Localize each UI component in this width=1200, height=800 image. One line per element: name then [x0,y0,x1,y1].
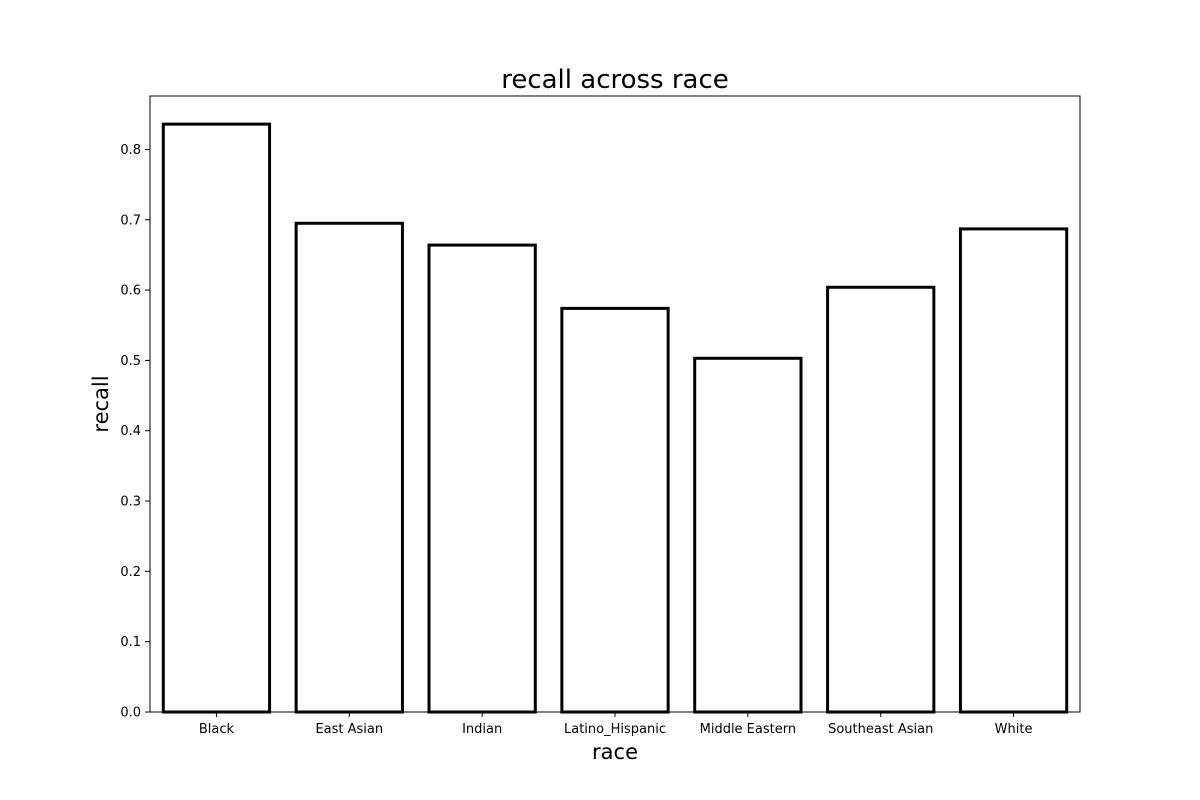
bar-white [958,227,1069,714]
x-axis: Black East Asian Indian Latino_Hispanic Midd… [199,712,1033,737]
bars-group [161,122,1069,714]
x-tick-label: White [995,722,1033,737]
x-tick-label: Black [199,722,235,737]
x-tick-label: Latino_Hispanic [564,722,666,737]
y-tick-label: 0.3 [120,495,141,510]
y-tick-label: 0.1 [120,635,141,650]
y-tick-label: 0.7 [120,213,141,228]
y-tick-label: 0.5 [120,354,141,369]
x-tick-label: East Asian [315,722,383,737]
bar-latino-hispanic [560,306,670,714]
bar-southeast-asian [826,285,936,714]
bar-indian [427,243,537,714]
y-axis: 0.0 0.1 0.2 0.3 0.4 0.5 0.6 0.7 0.8 [120,143,150,721]
x-axis-label: race [592,740,638,764]
y-tick-label: 0.8 [120,143,141,158]
bar-east-asian [294,221,404,714]
y-tick-label: 0.2 [120,565,141,580]
y-tick-label: 0.6 [120,284,141,299]
y-axis-label: recall [89,375,113,432]
y-tick-label: 0.4 [120,424,141,439]
chart-title: recall across race [501,65,729,95]
x-tick-label: Southeast Asian [828,722,933,737]
y-tick-label: 0.0 [120,706,141,721]
bar-middle-eastern [693,356,803,714]
x-tick-label: Middle Eastern [700,722,796,737]
bar-black [161,122,272,714]
x-tick-label: Indian [462,722,502,737]
